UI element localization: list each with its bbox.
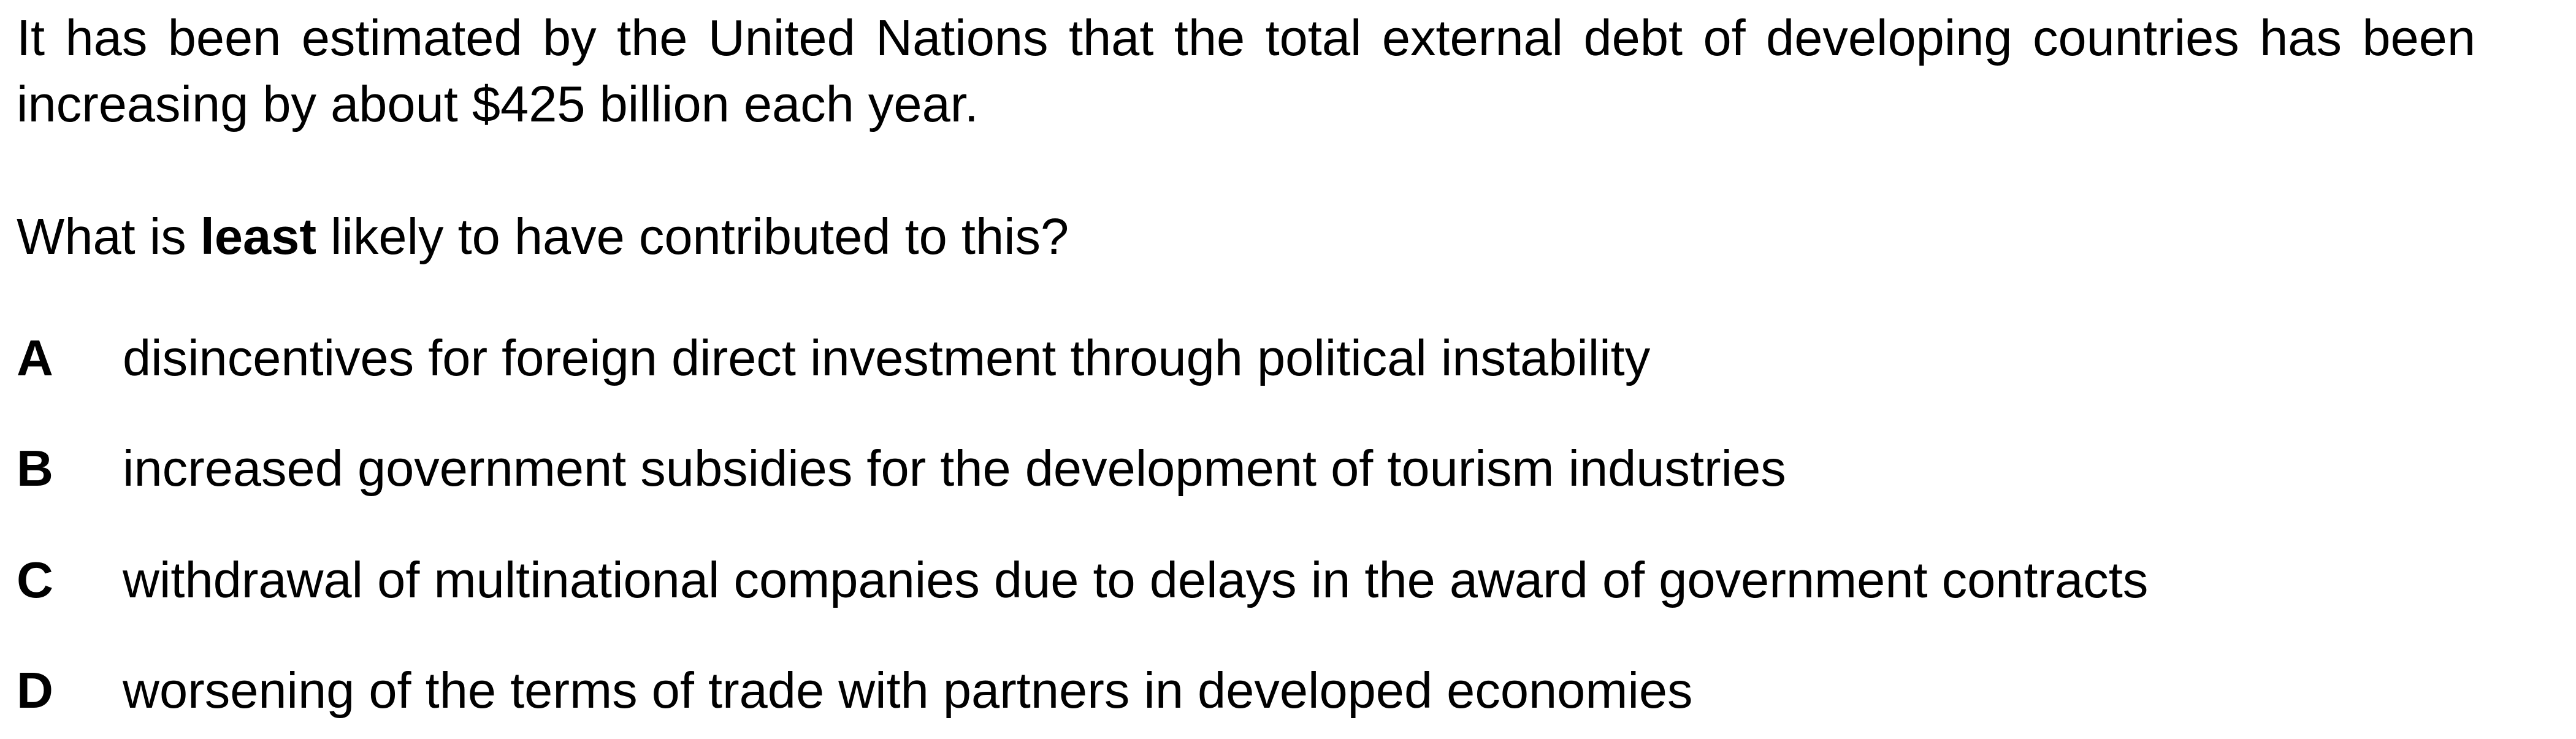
option-text: increased government subsidies for the d… (123, 440, 1786, 497)
question-prompt: What is least likely to have contributed… (17, 204, 1069, 270)
option-letter: C (17, 551, 53, 608)
option-d[interactable]: D worsening of the terms of trade with p… (0, 657, 2576, 724)
option-letter: B (17, 440, 53, 497)
option-b[interactable]: B increased government subsidies for the… (0, 435, 2576, 502)
question-prompt-start: What is (17, 208, 201, 265)
option-text: disincentives for foreign direct investm… (123, 329, 1651, 386)
option-text: withdrawal of multinational companies du… (123, 551, 2149, 608)
option-letter: A (17, 329, 53, 386)
question-prompt-end: likely to have contributed to this? (316, 208, 1069, 265)
option-c[interactable]: C withdrawal of multinational companies … (0, 547, 2576, 613)
question-emphasis: least (200, 208, 316, 265)
question-stem: It has been estimated by the United Nati… (17, 9, 2475, 132)
option-letter: D (17, 662, 53, 719)
option-text: worsening of the terms of trade with par… (123, 662, 1693, 719)
option-a[interactable]: A disincentives for foreign direct inves… (0, 325, 2576, 391)
